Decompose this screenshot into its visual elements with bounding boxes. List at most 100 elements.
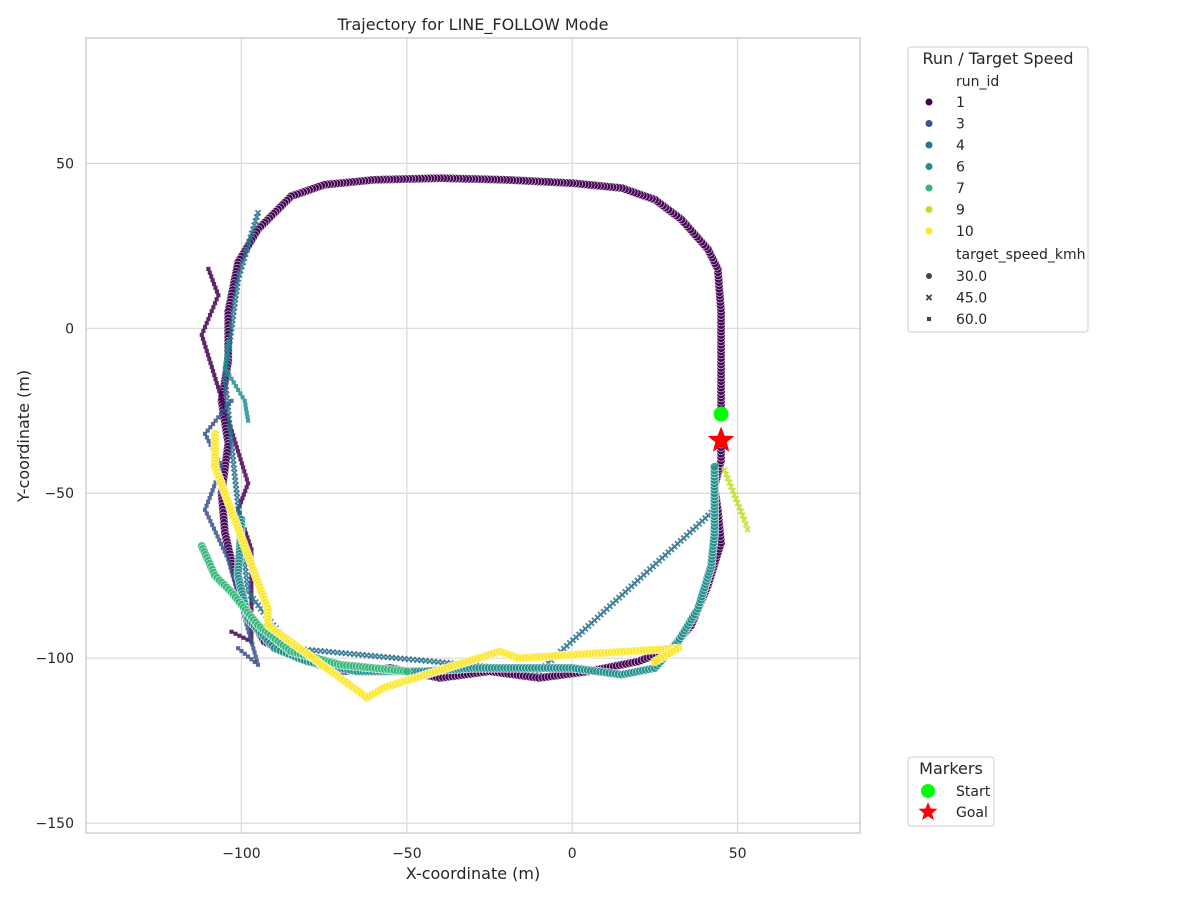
- trajectory-point-run-3: [213, 418, 218, 423]
- trajectory-point-run-6: [226, 339, 231, 344]
- trajectory-point-run-1: [229, 629, 234, 634]
- trajectory-point-run-3: [210, 488, 215, 493]
- trajectory-point-run-10: [650, 656, 660, 667]
- trajectory-point-run-3: [229, 569, 234, 574]
- trajectory-point-run-6: [223, 356, 229, 362]
- trajectory-point-run-4: [236, 271, 243, 278]
- trajectory-point-run-3: [255, 662, 261, 667]
- trajectory-point-run-1: [245, 637, 250, 642]
- start-goal-markers: [707, 406, 735, 452]
- trajectory-point-run-1: [233, 631, 238, 636]
- goal-legend-label: Goal: [956, 805, 988, 821]
- trajectory-point-run-1: [235, 449, 241, 454]
- trajectory-point-run-1: [240, 496, 245, 501]
- trajectory-point-run-3: [227, 561, 232, 566]
- trajectory-point-run-1: [202, 324, 208, 330]
- trajectory-point-run-3: [208, 425, 213, 430]
- trajectory-point-run-3: [210, 421, 216, 427]
- trajectory-point-run-1: [249, 631, 254, 636]
- trajectory-point-run-3: [219, 464, 224, 469]
- run-legend-label: 10: [956, 224, 974, 240]
- trajectory-point-run-3: [221, 408, 226, 413]
- trajectory-point-run-1: [234, 445, 239, 450]
- run-legend-label: 7: [956, 181, 965, 197]
- run-legend-swatch: [925, 98, 933, 106]
- x-tick-label: −100: [222, 846, 260, 862]
- trajectory-point-run-1: [211, 305, 216, 310]
- trajectory-point-run-3: [206, 515, 211, 520]
- trajectory-point-run-1: [242, 469, 247, 474]
- trajectory-point-run-3: [253, 654, 258, 659]
- trajectory-point-run-1: [204, 348, 209, 354]
- run-id-legend-heading: run_id: [956, 74, 999, 90]
- trajectory-point-run-3: [217, 461, 222, 466]
- trajectory-point-run-3: [242, 651, 247, 656]
- trajectory-point-run-1: [224, 413, 229, 418]
- x-tick-labels: −100 −50 0 50: [222, 846, 746, 862]
- trajectory-point-run-4: [249, 226, 257, 233]
- trajectory-point-run-9: [742, 521, 750, 528]
- trajectory-point-run-6: [238, 391, 243, 396]
- trajectory-point-run-3: [252, 659, 257, 665]
- y-tick-labels: 50 0 −50 −100 −150: [36, 156, 74, 832]
- trajectory-point-run-3: [217, 538, 222, 543]
- trajectory-point-run-1: [206, 266, 211, 271]
- trajectory-point-run-1: [220, 401, 226, 406]
- trajectory-point-run-3: [234, 585, 239, 590]
- trajectory-point-run-3: [219, 541, 224, 547]
- trajectory-point-run-3: [246, 630, 251, 635]
- trajectory-point-run-3: [230, 573, 235, 578]
- trajectory-point-run-1: [239, 461, 244, 466]
- goal-marker: [707, 426, 735, 452]
- run-legend-swatch: [925, 163, 933, 170]
- trajectory-point-run-1: [244, 477, 249, 482]
- x-tick-label: −50: [392, 846, 422, 862]
- trajectory-point-run-4: [251, 221, 258, 229]
- trajectory-point-run-6: [231, 380, 236, 385]
- trajectory-point-run-6: [244, 410, 249, 415]
- trajectory-point-run-4: [244, 242, 252, 250]
- trajectory-point-run-9: [744, 526, 751, 533]
- trajectory-point-run-1: [205, 352, 211, 358]
- trajectory-point-run-1: [202, 340, 207, 345]
- x-axis-label: X-coordinate (m): [406, 864, 540, 883]
- trajectory-point-run-3: [247, 634, 253, 639]
- trajectory-point-run-3: [252, 650, 257, 655]
- trajectory-point-run-6: [242, 398, 247, 403]
- trajectory-point-run-1: [249, 606, 254, 611]
- trajectory-point-run-3: [254, 658, 259, 663]
- trajectory-point-run-9: [722, 471, 730, 478]
- trajectory-point-run-3: [228, 565, 233, 570]
- trajectory-point-run-1: [249, 589, 254, 594]
- trajectory-point-run-1: [203, 344, 208, 350]
- trajectory-point-run-1: [214, 289, 219, 294]
- trajectory-point-run-1: [237, 453, 242, 458]
- trajectory-point-run-1: [214, 297, 219, 302]
- trajectory-point-run-3: [236, 646, 241, 651]
- trajectory-point-run-6: [244, 406, 249, 411]
- trajectory-point-run-1: [229, 429, 234, 434]
- trajectory-point-run-1: [249, 601, 254, 606]
- trajectory-point-run-9: [726, 479, 733, 486]
- trajectory-point-run-1: [209, 274, 214, 279]
- trajectory-point-run-3: [226, 557, 231, 562]
- trajectory-point-run-6: [225, 343, 230, 348]
- run-legend-label: 3: [956, 117, 965, 133]
- trajectory-point-run-1: [219, 396, 224, 402]
- markers-legend-title: Markers: [919, 759, 983, 778]
- trajectory-point-run-3: [208, 519, 213, 524]
- trajectory-point-run-4: [241, 254, 248, 262]
- trajectory-point-run-3: [220, 545, 225, 550]
- speed-legend-swatch: [925, 294, 933, 301]
- start-marker: [713, 406, 729, 422]
- trajectory-point-run-1: [249, 547, 254, 552]
- speed-legend-label: 30.0: [956, 269, 987, 285]
- trajectory-point-run-9: [736, 504, 743, 511]
- trajectory-point-run-1: [238, 500, 244, 505]
- trajectory-point-run-1: [213, 376, 218, 382]
- trajectory-point-run-6: [233, 384, 239, 389]
- trajectory-point-run-3: [204, 435, 209, 440]
- target-speed-legend-entries: 30.0 45.0 60.0: [925, 269, 987, 328]
- trajectory-point-run-1: [249, 580, 254, 585]
- trajectory-point-run-3: [249, 638, 254, 643]
